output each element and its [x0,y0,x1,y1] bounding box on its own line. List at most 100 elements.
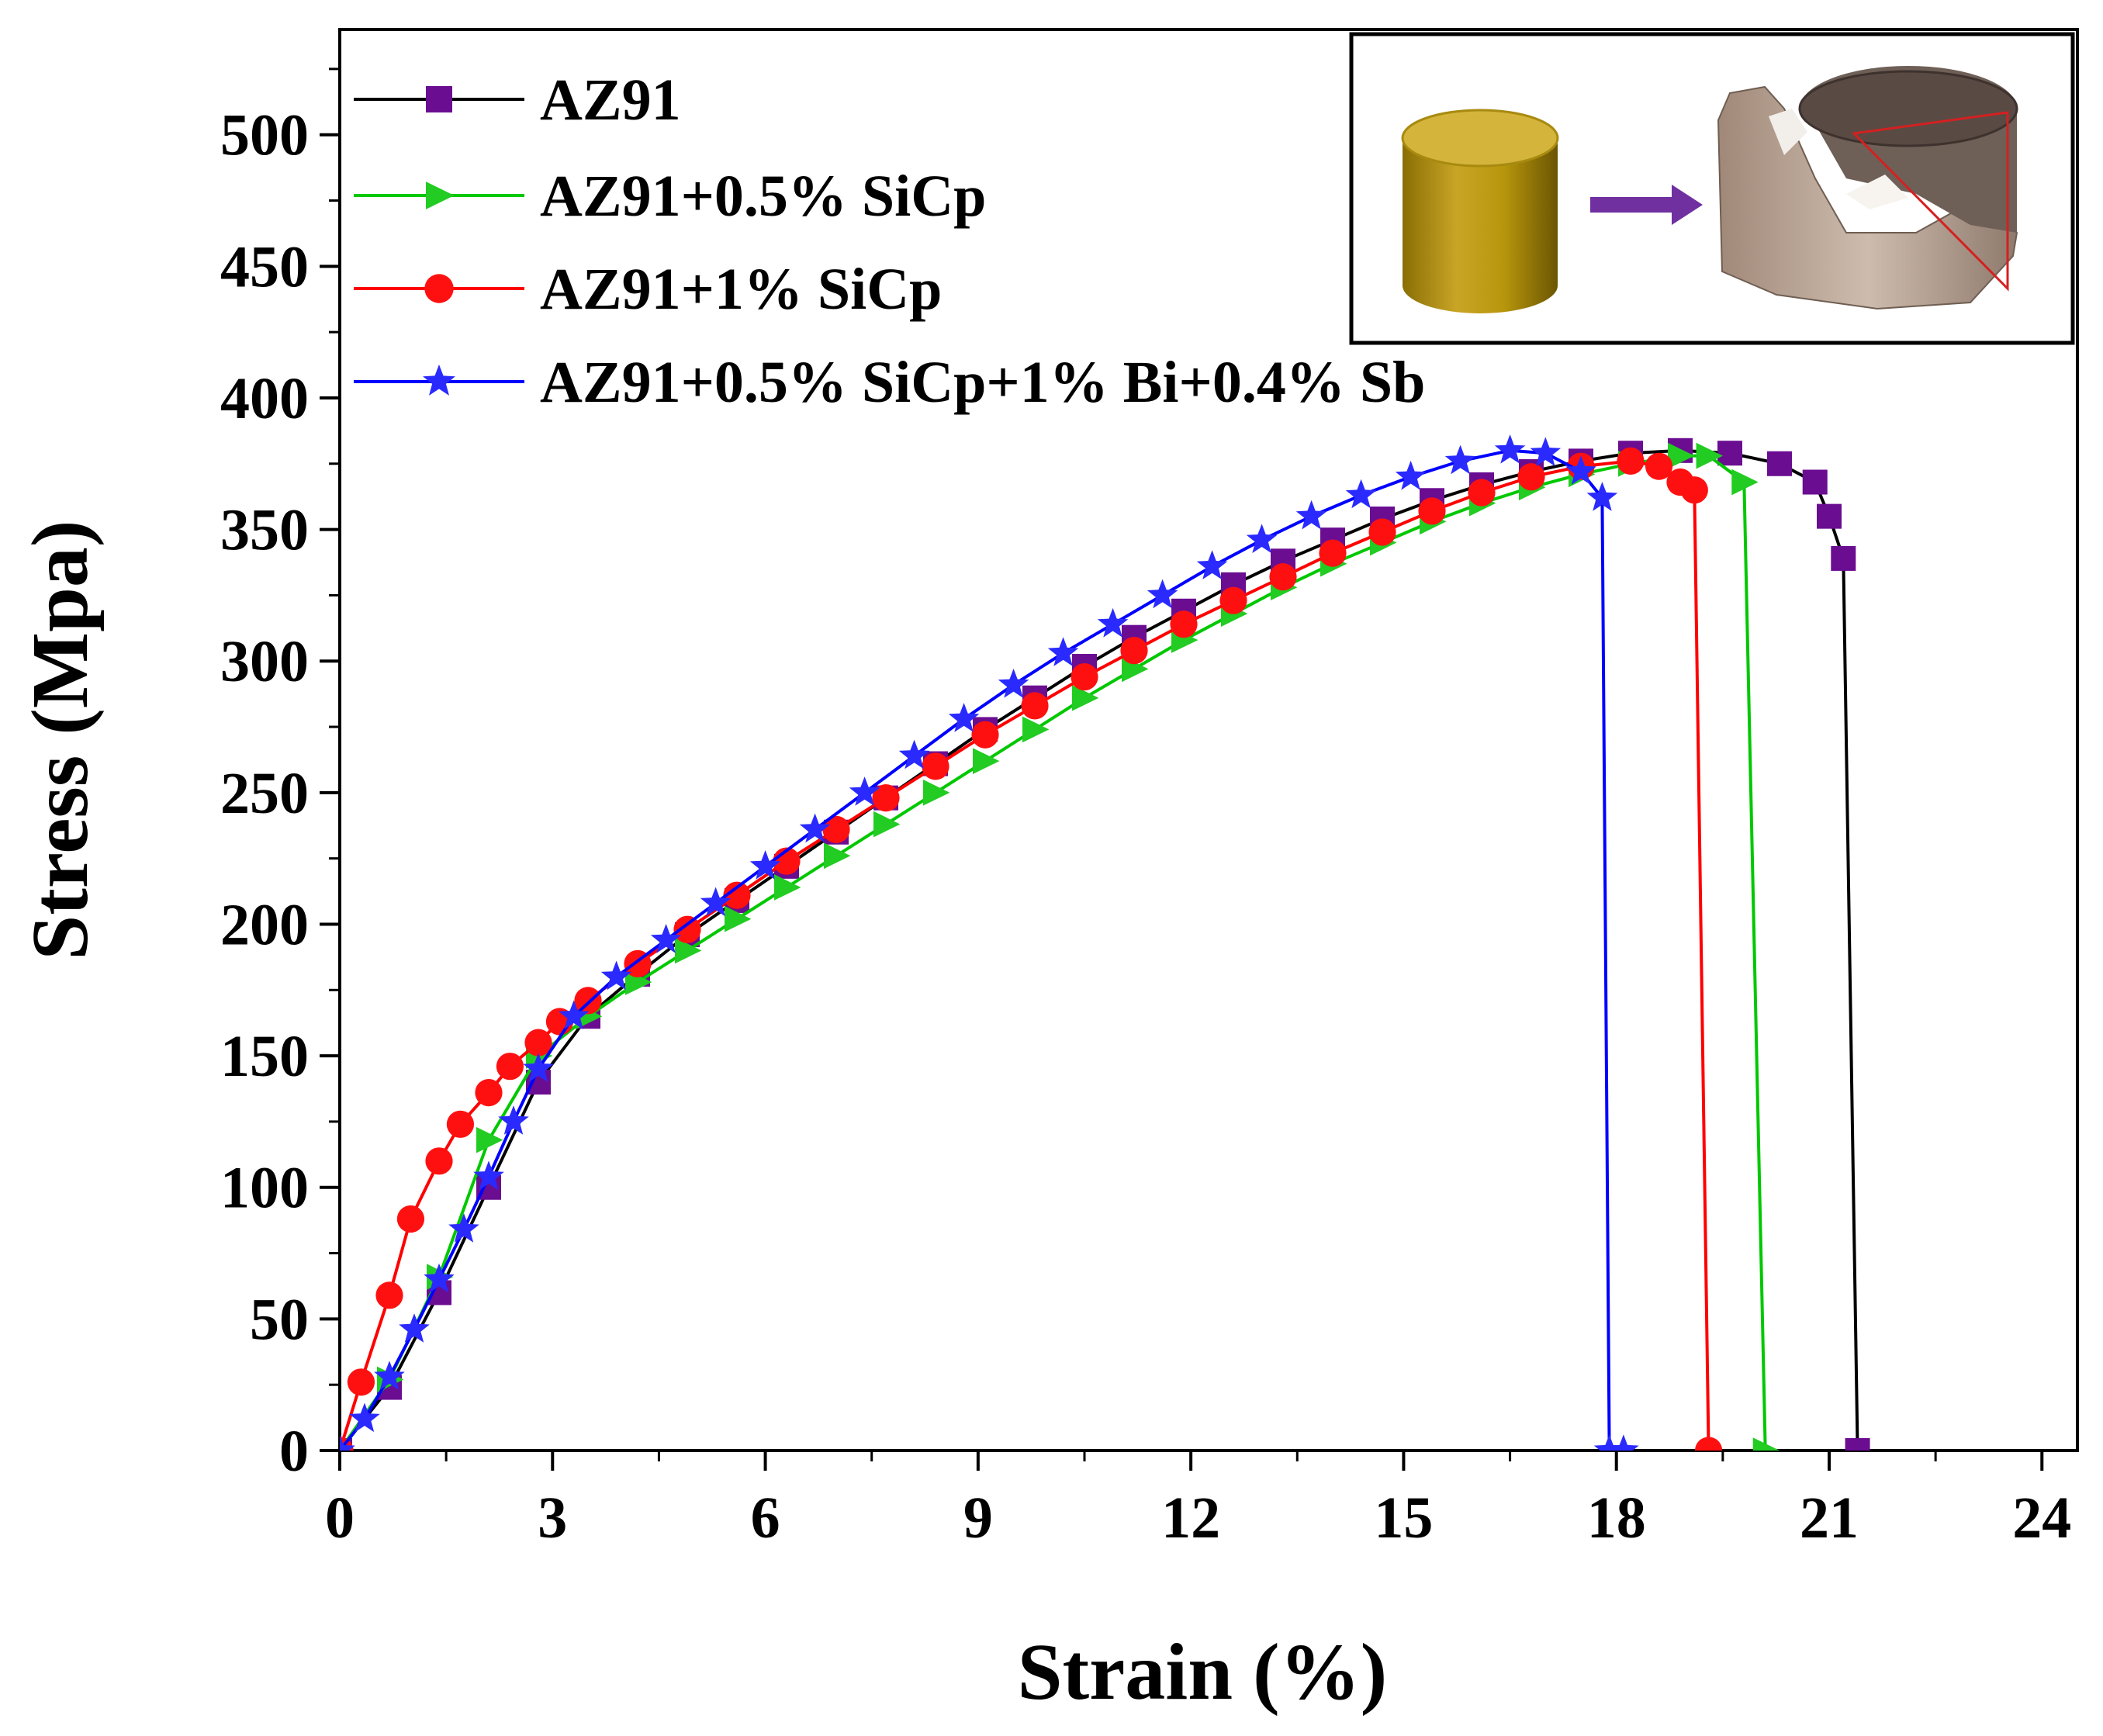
legend-item: AZ91+1% SiCp [354,257,942,322]
data-point [425,1147,453,1175]
data-point [1444,444,1476,475]
data-point [1680,476,1708,504]
data-point [374,1361,405,1390]
legend-label: AZ91+0.5% SiCp+1% Bi+0.4% Sb [540,350,1425,415]
data-point [1752,1437,1780,1451]
data-point [1694,1437,1723,1451]
data-point [1494,434,1526,464]
x-tick-label: 15 [1374,1485,1433,1551]
data-point [448,1213,479,1243]
inset-sample-image [1349,32,2075,345]
y-tick-label: 200 [220,892,309,957]
data-point [1717,441,1742,466]
legend-marker [426,182,455,209]
data-point [849,776,880,806]
data-point [973,748,1000,774]
data-point [922,752,949,780]
x-axis-title: Strain (%) [1018,1627,1388,1717]
data-point [923,780,950,806]
data-point [749,850,781,880]
data-point [1696,442,1723,469]
data-point [1617,447,1645,475]
legend-marker [426,86,452,112]
data-point [700,887,732,917]
data-point [1767,451,1792,476]
x-tick-label: 12 [1161,1485,1220,1551]
data-point [1608,1434,1639,1451]
data-point [1645,452,1673,480]
y-axis-title: Stress (Mpa) [16,520,105,960]
data-point [1817,503,1842,529]
legend-marker [423,364,455,396]
x-tick-label: 0 [325,1485,355,1551]
data-point [424,1263,455,1293]
data-point [347,1368,375,1396]
x-tick-label: 9 [963,1485,993,1551]
series-line [340,454,1767,1451]
data-point [1219,586,1247,614]
data-point [1120,637,1148,665]
y-tick-label: 300 [220,629,309,694]
y-tick-label: 50 [250,1287,309,1352]
data-point [898,739,930,769]
fractured-specimen-icon [1717,66,2018,310]
data-point [650,924,682,953]
data-point [1530,437,1562,466]
series-1 [340,442,1780,1451]
cylinder-icon [1401,109,1559,313]
data-point [998,669,1029,698]
series-0 [340,437,1870,1451]
data-point [1831,545,1856,571]
data-point [1517,463,1545,491]
legend-marker [424,274,454,303]
y-tick-label: 250 [220,761,309,826]
legend-label: AZ91+1% SiCp [540,257,942,322]
data-point [349,1402,380,1433]
y-tick-label: 0 [279,1419,309,1484]
data-point [822,815,850,843]
data-point [1170,610,1198,638]
data-point [558,1000,590,1029]
data-point [723,881,751,909]
data-point [1368,518,1396,546]
x-tick-label: 18 [1587,1485,1646,1551]
data-point [523,1053,554,1082]
x-tick-label: 24 [2012,1485,2071,1551]
data-point [1668,442,1695,469]
data-point [799,813,831,843]
y-axis: 0 50 100 150 200 250 300 350 400 450 500 [220,67,340,1484]
data-point [1319,539,1347,567]
data-point [824,842,851,870]
data-point [1022,716,1050,743]
x-axis: 0 3 6 9 12 15 18 21 24 [325,1451,2071,1551]
data-point [473,1160,504,1190]
data-point [873,811,901,838]
data-point [1586,482,1618,511]
data-point [1295,500,1327,530]
legend-label: AZ91+0.5% SiCp [540,164,986,229]
data-point [1047,637,1079,666]
arrow-right-icon [1590,185,1703,225]
data-point [1802,469,1828,495]
y-tick-label: 450 [220,234,309,299]
data-point [948,703,980,732]
legend: AZ91 AZ91+0.5% SiCp AZ91+1% SiCp AZ91+0.5% … [354,67,1425,415]
data-point [375,1281,403,1309]
plot-frame [338,28,2079,1452]
data-point [1196,550,1228,579]
x-tick-label: 6 [751,1485,780,1551]
y-tick-label: 500 [220,103,309,168]
legend-item: AZ91 [354,67,681,133]
data-point [498,1105,529,1135]
data-point [1395,460,1427,490]
series-3 [340,434,1639,1451]
data-point [675,937,702,964]
data-point [872,784,900,812]
data-point [396,1205,425,1233]
y-tick-label: 400 [220,366,309,431]
data-point [600,960,632,991]
data-point [1269,563,1297,591]
legend-item: AZ91+0.5% SiCp+1% Bi+0.4% Sb [354,350,1425,415]
data-point [971,721,999,749]
